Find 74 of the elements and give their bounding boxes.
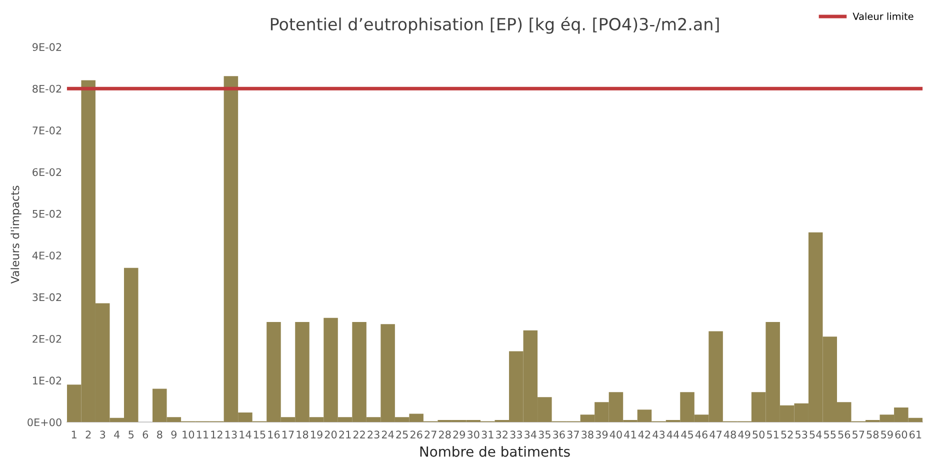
x-tick-label: 44: [666, 430, 680, 438]
x-tick-label: 50: [752, 430, 765, 438]
x-tick-label: 53: [796, 430, 808, 438]
x-tick-label: 19: [311, 430, 322, 438]
x-tick-label: 21: [339, 430, 351, 438]
x-tick-label: 10: [182, 430, 194, 438]
x-tick-label: 16: [268, 430, 280, 438]
x-tick-label: 25: [396, 430, 408, 438]
x-tick-label: 12: [211, 430, 222, 438]
x-tick-label: 31: [482, 430, 494, 438]
x-tick-label: 49: [738, 430, 750, 438]
x-tick-label: 29: [453, 430, 466, 438]
y-tick-label: 4E-02: [32, 252, 62, 260]
y-tick-label: 7E-02: [32, 126, 62, 134]
x-tick-label: 23: [368, 430, 380, 438]
x-axis-title: Nombre de batiments: [420, 446, 570, 457]
x-tick-label: 38: [582, 430, 594, 438]
x-tick-label: 24: [382, 430, 394, 438]
x-tick-label: 3: [100, 430, 106, 438]
x-tick-label: 39: [596, 430, 608, 438]
x-tick-label: 14: [240, 430, 252, 438]
x-tick-label: 4: [114, 430, 120, 438]
x-tick-label: 48: [724, 430, 736, 438]
x-tick-label: 32: [496, 430, 508, 438]
x-tick-label: 27: [424, 430, 436, 438]
y-tick-label: 1E-02: [33, 376, 62, 385]
x-tick-label: 60: [895, 430, 908, 438]
x-tick-label: 11: [196, 430, 208, 438]
x-tick-label: 2: [86, 430, 91, 438]
x-tick-label: 58: [866, 430, 879, 438]
x-tick-label: 15: [254, 430, 266, 438]
x-tick-label: 56: [838, 430, 850, 438]
y-tick-label: 9E-02: [32, 43, 62, 52]
y-tick-label: 8E-02: [32, 84, 62, 93]
x-tick-label: 59: [881, 430, 893, 438]
x-tick-label: 33: [510, 430, 522, 438]
x-tick-label: 42: [638, 430, 650, 438]
y-tick-label: 3E-02: [32, 293, 62, 302]
x-tick-label: 46: [695, 430, 708, 438]
legend-label: Valeur limite: [852, 12, 914, 20]
y-axis-title: Valeurs d'impacts: [10, 186, 22, 284]
x-tick-label: 54: [810, 430, 822, 438]
x-tick-label: 51: [767, 430, 778, 438]
x-tick-label: 28: [438, 430, 451, 438]
x-tick-label: 34: [524, 430, 536, 438]
x-tick-label: 36: [553, 430, 565, 438]
x-tick-label: 37: [567, 430, 579, 438]
x-tick-label: 9: [171, 430, 176, 438]
x-tick-label: 41: [624, 430, 636, 438]
x-tick-label: 45: [681, 430, 693, 438]
x-tick-label: 35: [538, 430, 550, 438]
y-tick-label: 5E-02: [32, 210, 62, 218]
y-tick-label: 0E+00: [28, 418, 62, 426]
x-tick-label: 6: [142, 430, 148, 438]
chart-title: Potentiel d’eutrophisation [EP) [kg éq. [PO4)3-/m2.an]: [270, 16, 719, 34]
x-tick-label: 20: [324, 430, 337, 438]
x-tick-label: 22: [353, 430, 365, 438]
x-tick-label: 18: [296, 430, 308, 438]
y-tick-label: 2E-02: [32, 334, 62, 343]
x-tick-label: 30: [468, 430, 480, 438]
x-tick-label: 13: [225, 430, 237, 438]
x-tick-label: 55: [824, 430, 836, 438]
x-tick-label: 1: [72, 430, 76, 438]
x-tick-label: 26: [410, 430, 422, 438]
x-tick-label: 40: [610, 430, 622, 438]
x-tick-label: 57: [852, 430, 864, 438]
x-tick-label: 61: [910, 430, 922, 438]
x-tick-label: 5: [128, 430, 134, 438]
x-tick-label: 17: [282, 430, 294, 438]
x-tick-label: 52: [781, 430, 793, 438]
y-tick-label: 6E-02: [32, 168, 62, 176]
x-tick-label: 8: [157, 430, 162, 438]
x-tick-label: 47: [710, 430, 722, 438]
x-tick-label: 43: [652, 430, 665, 438]
